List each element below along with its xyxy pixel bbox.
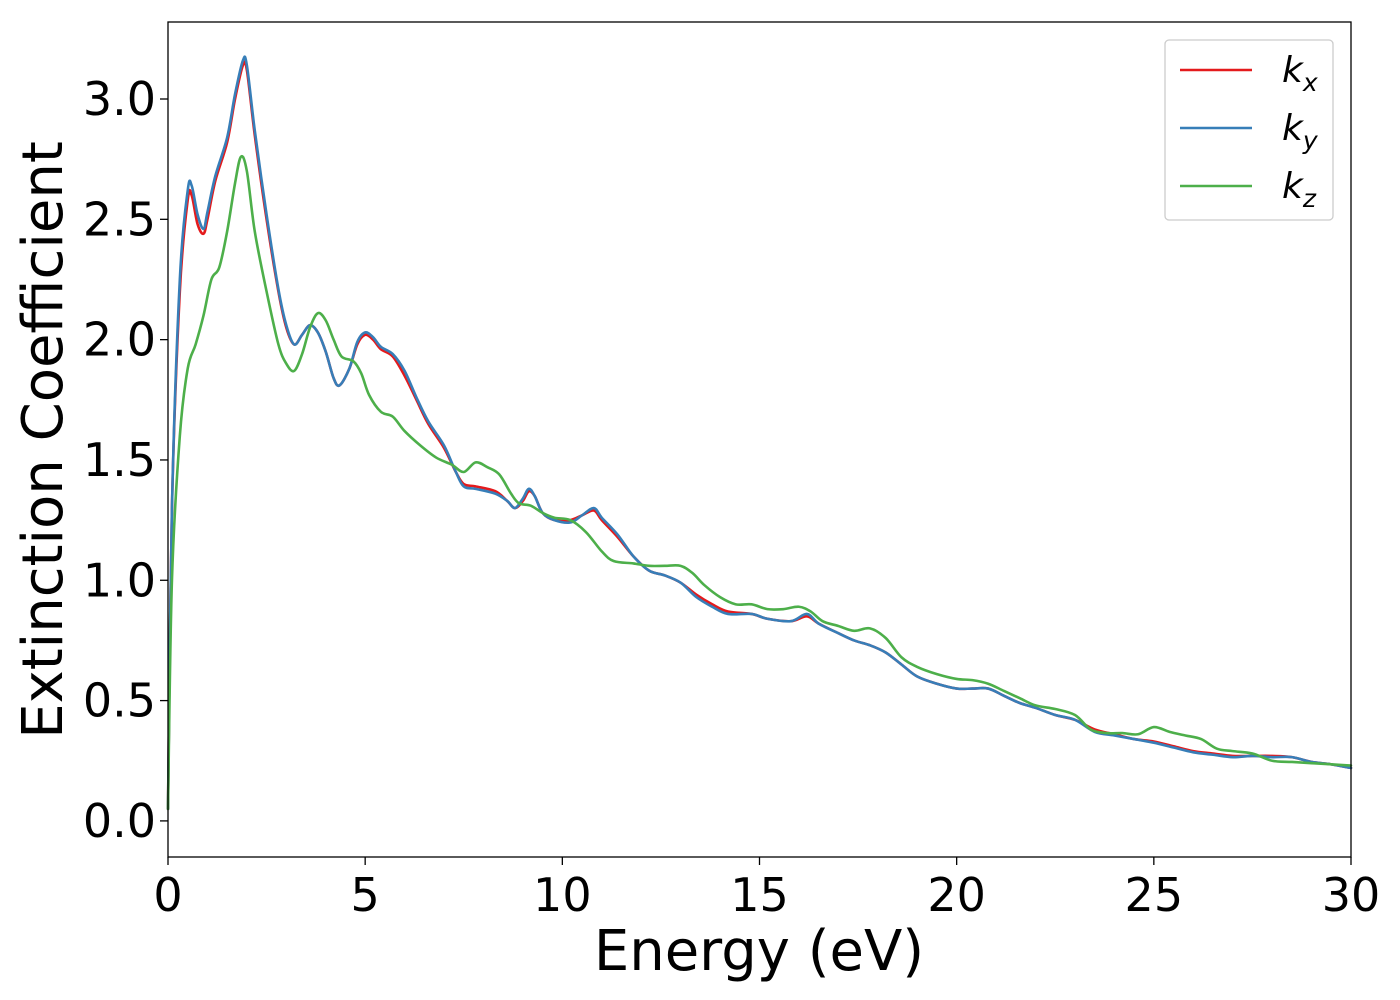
x-tick-label: 25 [1125,868,1184,922]
legend-label-x: kx [1282,50,1318,97]
legend-box [1164,39,1334,221]
x-tick-label: 0 [153,868,182,922]
y-axis: 0.0 0.5 1.0 1.5 2.0 2.5 3.0 [83,72,168,848]
y-tick-label: 0.5 [83,674,156,728]
x-axis-title: Energy (eV) [594,919,924,984]
y-tick-label: 0.0 [83,794,156,848]
y-tick-label: 2.5 [83,192,156,246]
x-tick-label: 30 [1322,868,1381,922]
x-tick-label: 20 [927,868,986,922]
legend-label-y: ky [1282,108,1319,155]
x-tick-label: 15 [730,868,789,922]
series-line-z [166,154,1353,811]
y-tick-label: 3.0 [83,72,156,126]
legend-label-z: kz [1282,166,1317,213]
y-tick-label: 2.0 [83,313,156,367]
y-tick-label: 1.5 [83,433,156,487]
y-axis-title: Extinction Coefficient [11,141,76,739]
x-axis: 0 5 10 15 20 25 30 [153,857,1380,922]
series-line-y [166,55,1353,811]
x-tick-label: 5 [351,868,380,922]
x-tick-label: 10 [533,868,592,922]
y-tick-label: 1.0 [83,553,156,607]
legend: kx ky kz [1164,39,1334,221]
series-layer [166,55,1353,811]
